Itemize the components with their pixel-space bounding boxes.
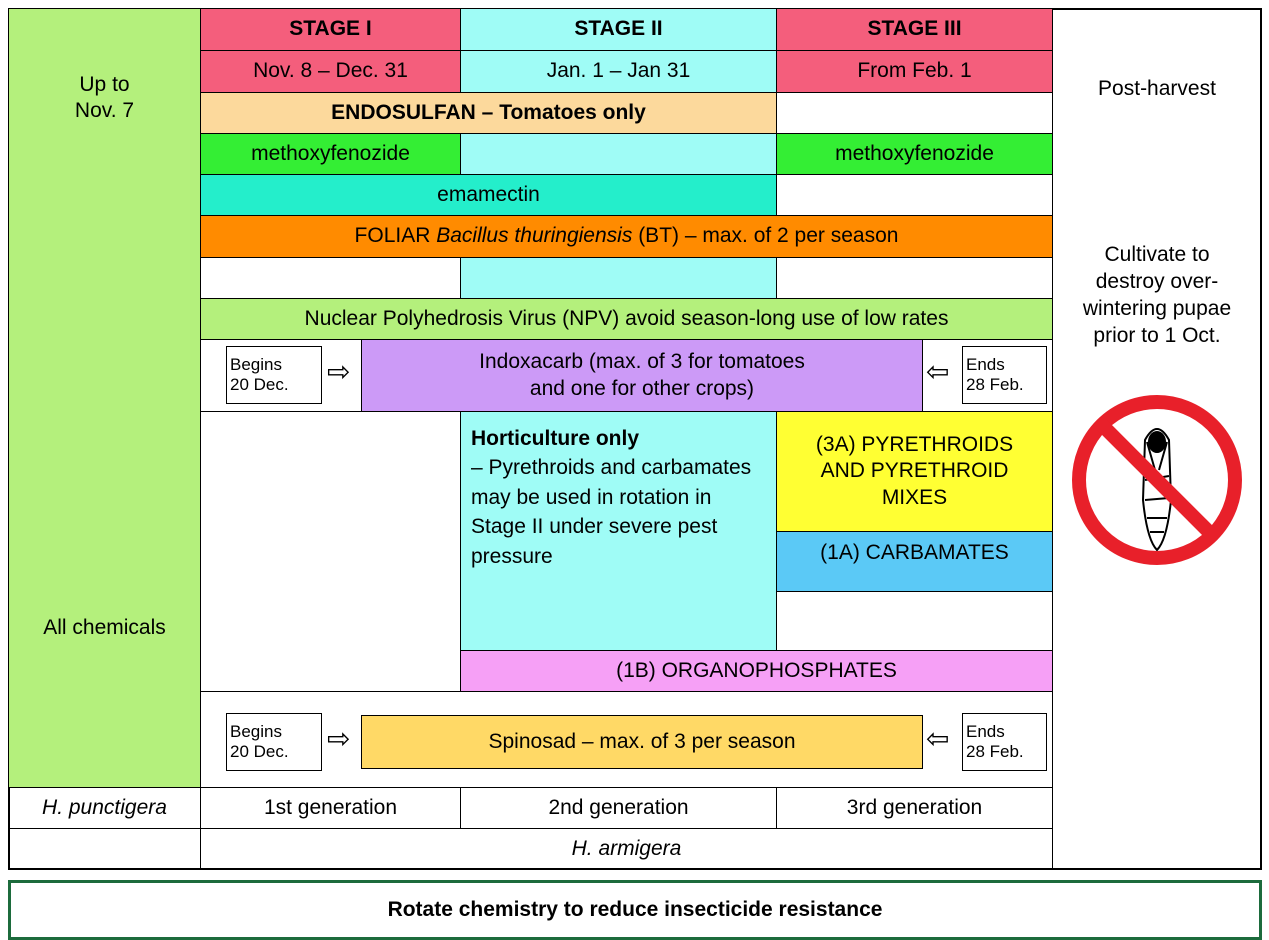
line: (3A) PYRETHROIDS (815, 433, 1014, 457)
stage-dates: From Feb. 1 (776, 50, 1053, 93)
generation-label: 2nd generation (460, 787, 777, 829)
line: MIXES (881, 485, 948, 509)
line: Begins (230, 722, 282, 742)
line: and one for other crops) (529, 376, 755, 400)
npv-row: Nuclear Polyhedrosis Virus (NPV) avoid s… (200, 298, 1053, 340)
begins-box: Begins 20 Dec. (226, 346, 322, 404)
line: Begins (230, 355, 282, 375)
line: 28 Feb. (966, 742, 1024, 761)
line: Ends (966, 355, 1005, 375)
line: wintering pupae (1082, 296, 1232, 320)
stage-header: STAGE I (200, 8, 461, 51)
bt-prefix: FOLIAR (354, 224, 431, 248)
stage-dates: Nov. 8 – Dec. 31 (200, 50, 461, 93)
organophosphates-row: (1B) ORGANOPHOSPHATES (460, 650, 1053, 692)
species-label: H. punctigera (8, 787, 201, 829)
left-column (8, 8, 201, 788)
bt-suffix: (BT) – max. of 2 per season (638, 224, 899, 248)
line: Indoxacarb (max. of 3 for tomatoes (479, 350, 805, 374)
species-label: H. armigera (200, 828, 1053, 870)
line: AND PYRETHROID (820, 459, 1009, 483)
all-chemicals-label: All chemicals (43, 616, 166, 639)
right-column (1052, 8, 1262, 870)
line: 28 Feb. (966, 375, 1024, 394)
empty-cell (460, 133, 777, 175)
empty-cell (200, 411, 461, 692)
prohibition-bar (1097, 420, 1217, 540)
generation-label: 1st generation (200, 787, 461, 829)
up-to-label: Up to Nov. 7 (8, 72, 201, 125)
empty-cell (776, 591, 1053, 652)
line: Up to (79, 73, 130, 96)
empty-cell (460, 257, 777, 299)
empty-cell (776, 174, 1053, 216)
stage-dates: Jan. 1 – Jan 31 (460, 50, 777, 93)
methoxyfenozide-cell: methoxyfenozide (200, 133, 461, 175)
begins-box: Begins 20 Dec. (226, 713, 322, 771)
endosulfan-row: ENDOSULFAN – Tomatoes only (200, 92, 777, 134)
horticulture-text: – Pyrethroids and carbamates may be used… (471, 456, 752, 568)
arrow-right: ⇨ (327, 723, 351, 754)
emamectin-row: emamectin (200, 174, 777, 216)
line: Cultivate to (1104, 243, 1210, 266)
empty-cell (200, 257, 461, 299)
arrow-right: ⇨ (327, 356, 351, 387)
footer-box: Rotate chemistry to reduce insecticide r… (8, 880, 1262, 940)
empty-cell (776, 257, 1053, 299)
line: Ends (966, 722, 1005, 742)
horticulture-cell: Horticulture only – Pyrethroids and carba… (460, 411, 777, 651)
bt-row: FOLIAR Bacillus thuringiensis (BT) – max… (200, 215, 1053, 258)
line: Nov. 7 (74, 99, 135, 123)
line: destroy over- (1095, 269, 1219, 293)
arrow-left: ⇦ (926, 356, 950, 387)
indoxacarb-box: Indoxacarb (max. of 3 for tomatoes and on… (361, 339, 923, 412)
stage-header: STAGE II (460, 8, 777, 51)
empty-cell (776, 92, 1053, 134)
post-harvest-label: Post-harvest (1098, 77, 1216, 100)
cultivate-label: Cultivate to destroy over-wintering pupae… (1052, 242, 1262, 350)
line: prior to 1 Oct. (1093, 323, 1221, 347)
line: 20 Dec. (230, 375, 289, 394)
generation-label: 3rd generation (776, 787, 1053, 829)
ends-box: Ends 28 Feb. (962, 713, 1047, 771)
ends-box: Ends 28 Feb. (962, 346, 1047, 404)
no-pupae-icon (1072, 395, 1242, 565)
stage-header: STAGE III (776, 8, 1053, 51)
prohibition-circle (1072, 395, 1242, 565)
bt-species: Bacillus thuringiensis (436, 224, 633, 248)
arrow-left: ⇦ (926, 723, 950, 754)
line: 20 Dec. (230, 742, 289, 761)
carbamates-cell: (1A) CARBAMATES (776, 531, 1053, 592)
spinosad-box: Spinosad – max. of 3 per season (361, 715, 923, 769)
horticulture-heading: Horticulture only (471, 427, 640, 450)
methoxyfenozide-cell: methoxyfenozide (776, 133, 1053, 175)
pyrethroids-cell: (3A) PYRETHROIDS AND PYRETHROID MIXES (776, 411, 1053, 532)
